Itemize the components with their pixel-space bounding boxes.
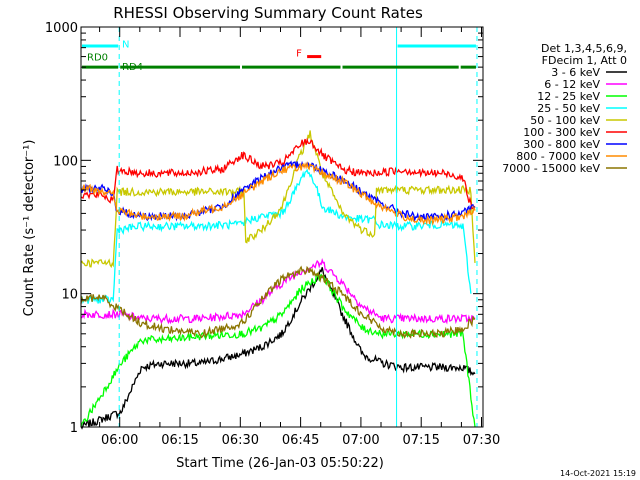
series-line-1: [80, 267, 476, 430]
legend-entry-label: 100 - 300 keV: [523, 126, 600, 139]
x-tick-label: 06:30: [222, 433, 259, 448]
series-line-5: [80, 130, 476, 269]
legend-entry-label: 7000 - 15000 keV: [502, 162, 600, 175]
axes: 1 10 100 1000 06:00 06:15 06:30 06:45 07:00 07:15…: [45, 21, 500, 448]
series-line-3: [80, 272, 476, 428]
legend-entry-label: 3 - 6 keV: [551, 66, 600, 79]
x-tick-label: 06:00: [101, 433, 138, 448]
x-tick-label: 07:00: [342, 433, 379, 448]
legend-entry-label: 12 - 25 keV: [537, 90, 600, 103]
y-tick-label: 100: [53, 154, 78, 169]
annotation-label: RD4: [122, 62, 143, 73]
x-tick-label: 07:15: [402, 433, 439, 448]
y-tick-label: 10: [61, 288, 78, 303]
annotation-label: RD0: [87, 53, 108, 64]
legend-entry-label: 300 - 800 keV: [523, 138, 600, 151]
legend-entry-label: 50 - 100 keV: [530, 114, 600, 127]
x-axis-label: Start Time (26-Jan-03 05:50:22): [176, 456, 384, 471]
plot-area: N RD0 RD4 F: [80, 27, 478, 430]
series-line-8: [80, 160, 476, 227]
series-line-2: [80, 258, 476, 325]
annotation-label: F: [296, 49, 302, 60]
chart-title: RHESSI Observing Summary Count Rates: [113, 4, 423, 22]
footer-date: 14-Oct-2021 15:19: [560, 469, 636, 478]
series-line-6: [80, 137, 476, 210]
plot-frame: [80, 26, 484, 428]
y-tick-label: 1: [70, 421, 78, 436]
legend-entry-label: 25 - 50 keV: [537, 102, 600, 115]
y-axis-label: Count Rate (s⁻¹ detector⁻¹): [22, 140, 37, 317]
legend-header: FDecim 1, Att 0: [542, 54, 627, 67]
series-line-9: [80, 265, 476, 339]
annotation-label: N: [122, 40, 129, 51]
legend: Det 1,3,4,5,6,9,FDecim 1, Att 03 - 6 keV…: [502, 42, 627, 175]
x-tick-label: 06:45: [282, 433, 319, 448]
x-tick-label: 06:15: [161, 433, 198, 448]
legend-header: Det 1,3,4,5,6,9,: [541, 42, 627, 55]
y-tick-label: 1000: [45, 21, 78, 36]
legend-entry-label: 6 - 12 keV: [544, 78, 600, 91]
x-tick-label: 07:30: [463, 433, 500, 448]
series-line-4: [80, 168, 472, 304]
legend-entry-label: 800 - 7000 keV: [516, 150, 600, 163]
